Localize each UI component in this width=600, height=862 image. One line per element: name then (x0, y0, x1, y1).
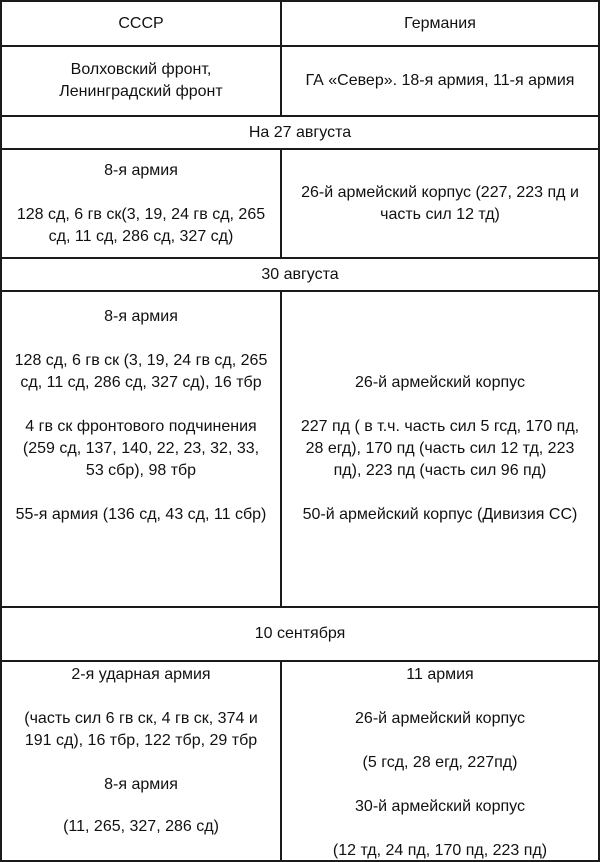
forces-paragraph: 8-я армия (104, 308, 178, 325)
fronts-row: Волховский фронт, Ленинградский фронт ГА… (0, 47, 600, 117)
forces-paragraph: 4 гв ск фронтового подчинения (259 сд, 1… (22, 418, 260, 479)
forces-paragraph: 30-й армейский корпус (355, 798, 525, 815)
forces-row: 8-я армия 128 сд, 6 гв ск (3, 19, 24 гв … (0, 292, 600, 608)
ussr-forces: 2-я ударная армия (часть сил 6 гв ск, 4 … (2, 662, 282, 860)
header-ussr: СССР (2, 2, 282, 45)
header-germany: Германия (404, 14, 476, 32)
germany-forces: 26-й армейский корпус (227, 223 пд и час… (282, 150, 598, 257)
germany-forces: 26-й армейский корпус 227 пд ( в т.ч. ча… (282, 292, 598, 606)
date-row: 10 сентября (0, 608, 600, 662)
date-row: На 27 августа (0, 117, 600, 150)
forces-paragraph: 50-й армейский корпус (Дивизия СС) (302, 506, 578, 523)
forces-paragraph: 26-й армейский корпус (227, 223 пд и час… (301, 183, 579, 223)
forces-paragraph: 8-я армия (104, 161, 178, 179)
forces-paragraph: 26-й армейский корпус (355, 374, 525, 391)
forces-paragraph: 128 сд, 6 гв ск(3, 19, 24 гв сд, 265 сд,… (16, 205, 266, 245)
date-label: 30 августа (261, 265, 339, 283)
fronts-ussr: Волховский фронт, Ленинградский фронт (2, 47, 282, 115)
forces-paragraph: 128 сд, 6 гв ск (3, 19, 24 гв сд, 265 сд… (14, 352, 268, 391)
date-label: 10 сентября (254, 625, 346, 642)
forces-paragraph: 227 пд ( в т.ч. часть сил 5 гсд, 170 пд,… (300, 418, 580, 479)
fronts-germany: ГА «Север». 18-я армия, 11-я армия (305, 72, 575, 89)
forces-paragraph: 8-я армия (104, 776, 178, 793)
forces-paragraph: 2-я ударная армия (71, 666, 211, 683)
forces-paragraph: (12 тд, 24 пд, 170 пд, 223 пд) (332, 842, 548, 859)
forces-paragraph: 55-я армия (136 сд, 43 сд, 11 сбр) (15, 506, 267, 523)
forces-row: 8-я армия 128 сд, 6 гв ск(3, 19, 24 гв с… (0, 150, 600, 259)
date-label: На 27 августа (248, 123, 352, 141)
ussr-forces: 8-я армия 128 сд, 6 гв ск(3, 19, 24 гв с… (2, 150, 282, 257)
ussr-forces: 8-я армия 128 сд, 6 гв ск (3, 19, 24 гв … (2, 292, 282, 606)
forces-row: 2-я ударная армия (часть сил 6 гв ск, 4 … (0, 662, 600, 862)
forces-paragraph: (часть сил 6 гв ск, 4 гв ск, 374 и 191 с… (24, 710, 258, 749)
header-row: СССР Германия (0, 0, 600, 47)
germany-forces: 11 армия 26-й армейский корпус (5 гсд, 2… (282, 662, 598, 860)
forces-paragraph: (5 гсд, 28 егд, 227пд) (362, 754, 518, 771)
forces-paragraph: 11 армия (406, 666, 474, 683)
forces-paragraph: 26-й армейский корпус (355, 710, 525, 727)
forces-paragraph: (11, 265, 327, 286 сд) (63, 818, 219, 835)
date-row: 30 августа (0, 259, 600, 292)
